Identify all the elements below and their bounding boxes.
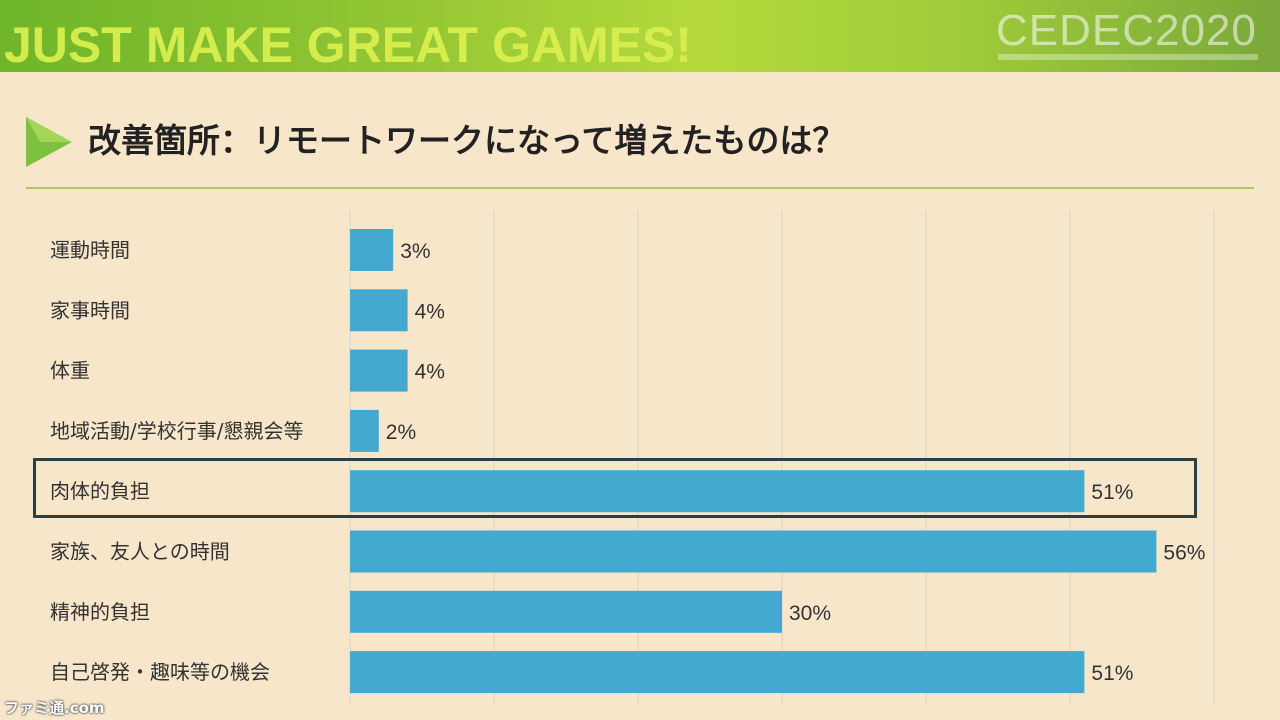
category-label: 家族、友人との時間 bbox=[50, 540, 230, 564]
banner-tagline: JUST MAKE GREAT GAMES! bbox=[4, 17, 692, 72]
category-label: 家事時間 bbox=[50, 298, 130, 322]
bar bbox=[350, 470, 1085, 513]
category-label: 肉体的負担 bbox=[50, 479, 150, 503]
bar bbox=[350, 229, 394, 271]
title-arrow-icon bbox=[26, 117, 72, 167]
bar bbox=[350, 289, 408, 332]
watermark: ファミ通.com bbox=[4, 699, 105, 717]
value-label: 3% bbox=[400, 240, 430, 263]
bar bbox=[350, 590, 782, 633]
category-label: 地域活動/学校行事/懇親会等 bbox=[50, 419, 303, 443]
bar bbox=[350, 409, 379, 452]
category-label: 精神的負担 bbox=[50, 600, 150, 624]
category-label: 運動時間 bbox=[50, 238, 130, 262]
category-label: 自己啓発・趣味等の機会 bbox=[50, 660, 270, 684]
slide-title: 改善箇所：リモートワークになって増えたものは？ bbox=[88, 121, 846, 160]
bar bbox=[350, 349, 408, 392]
cedec-logo: CEDEC2020 bbox=[996, 6, 1257, 55]
value-label: 30% bbox=[789, 602, 831, 625]
title-divider bbox=[26, 187, 1254, 189]
bar bbox=[350, 530, 1157, 573]
value-label: 51% bbox=[1091, 662, 1133, 685]
value-label: 4% bbox=[415, 361, 445, 384]
value-label: 4% bbox=[415, 300, 445, 323]
value-label: 2% bbox=[386, 421, 416, 444]
logo-subtitle-strip bbox=[998, 54, 1258, 60]
highlight-box bbox=[33, 458, 1197, 518]
category-label: 体重 bbox=[50, 359, 90, 383]
bar bbox=[350, 651, 1085, 694]
header-banner: JUST MAKE GREAT GAMES! CEDEC2020 bbox=[0, 0, 1280, 72]
value-label: 51% bbox=[1091, 481, 1133, 504]
value-label: 56% bbox=[1163, 542, 1205, 565]
